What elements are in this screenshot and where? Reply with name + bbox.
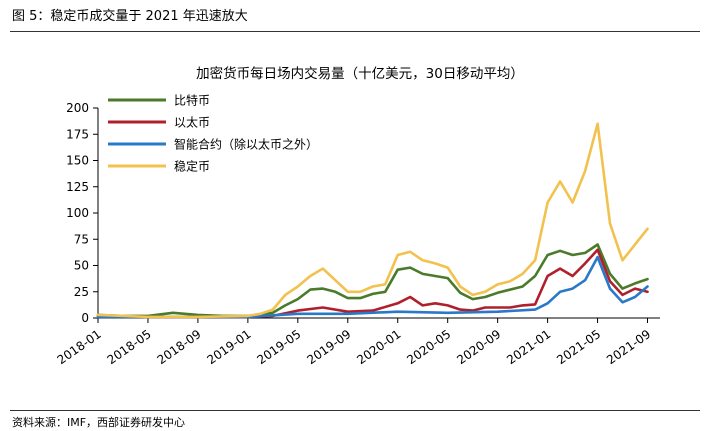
- x-tick-label: 2020-09: [454, 327, 503, 367]
- y-tick-label: 25: [74, 285, 89, 299]
- source-rule: [10, 410, 700, 411]
- x-tick-label: 2021-09: [604, 327, 653, 367]
- y-tick-label: 0: [81, 311, 89, 325]
- caption-rule: [10, 31, 700, 32]
- y-tick-label: 100: [66, 206, 89, 220]
- source-note: 资料来源：IMF，西部证券研发中心: [12, 416, 186, 429]
- y-tick-label: 75: [74, 232, 89, 246]
- series-line-2: [96, 248, 649, 319]
- x-tick-label: 2019-01: [204, 327, 253, 367]
- series-layer: [96, 122, 649, 319]
- x-tick-label: 2018-05: [105, 327, 154, 367]
- x-tick-label: 2019-09: [304, 327, 353, 367]
- legend-label-1: 比特币: [174, 93, 210, 108]
- figure-caption: 图 5：稳定币成交量于 2021 年迅速放大: [12, 9, 248, 24]
- x-tick-label: 2021-05: [554, 327, 603, 367]
- legend-label-3: 智能合约（除以太币之外）: [174, 137, 318, 152]
- y-tick-label: 50: [74, 259, 89, 273]
- x-axis: 2018-01 2018-05 2018-09 2019-01 2019-05 2019-…: [55, 317, 660, 367]
- y-tick-label: 175: [66, 127, 89, 141]
- x-tick-label: 2018-01: [55, 327, 104, 367]
- y-tick-label: 125: [66, 180, 89, 194]
- y-axis: 0 25 50 75 100 125 150 175 200: [66, 101, 99, 325]
- series-line-4: [96, 122, 649, 319]
- x-tick-label: 2020-05: [404, 327, 453, 367]
- series-line-1: [96, 243, 649, 318]
- y-tick-label: 150: [66, 154, 89, 168]
- x-tick-label: 2020-01: [354, 327, 403, 367]
- x-tick-label: 2019-05: [254, 327, 303, 367]
- legend-label-2: 以太币: [174, 115, 210, 130]
- chart-title: 加密货币每日场内交易量（十亿美元，30日移动平均）: [196, 65, 524, 82]
- x-tick-label: 2018-09: [155, 327, 204, 367]
- x-tick-label: 2021-01: [504, 327, 553, 367]
- legend-label-4: 稳定币: [174, 159, 210, 174]
- y-tick-label: 200: [66, 101, 89, 115]
